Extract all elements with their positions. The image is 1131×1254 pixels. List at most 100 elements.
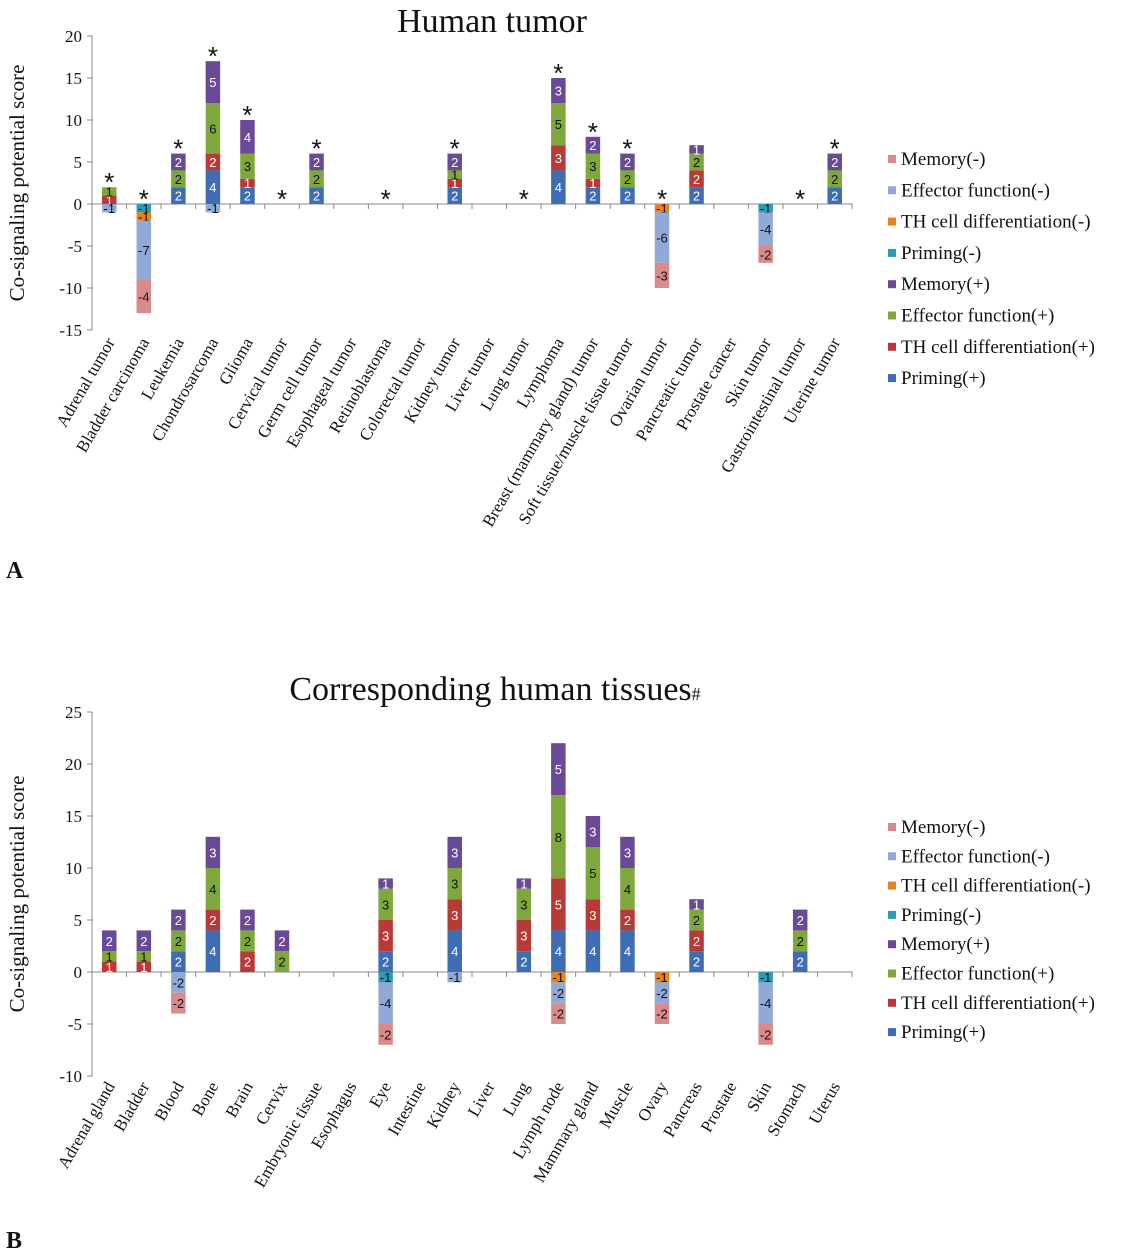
- x-tick-label: Eye: [365, 1079, 395, 1111]
- bar-segment: [136, 279, 152, 314]
- x-tick-label: Lung: [499, 1078, 534, 1119]
- data-label: 2: [624, 189, 631, 204]
- data-label: 3: [520, 929, 527, 944]
- y-tick-label: 20: [65, 27, 82, 46]
- data-label: 2: [244, 913, 251, 928]
- bar-segment: [827, 187, 842, 204]
- data-label: 1: [140, 960, 147, 975]
- data-label: -1: [656, 201, 668, 216]
- legend-entry: Effector function(+): [901, 964, 1054, 985]
- data-label: 2: [244, 934, 251, 949]
- bar-segment: [205, 153, 221, 171]
- data-label: -2: [553, 1007, 565, 1022]
- significance-star: *: [450, 134, 460, 164]
- data-label: 4: [451, 944, 458, 959]
- bar-segment: [240, 951, 255, 972]
- legend-swatch: [888, 186, 896, 195]
- data-label: 1: [451, 168, 458, 183]
- bar-segment: [620, 930, 635, 972]
- data-label: 2: [797, 913, 804, 928]
- data-label: -1: [138, 210, 150, 225]
- bar-segment: [274, 951, 290, 972]
- bar-segment: [758, 982, 773, 1024]
- chart-panel-B: Corresponding human tissues# B Co-signalin…: [5, 671, 1095, 1254]
- data-label: 4: [589, 944, 596, 959]
- legend-entry: Memory(-): [901, 149, 985, 170]
- bar-segment: [171, 153, 186, 171]
- bar-segment: [102, 204, 117, 213]
- significance-star: *: [381, 184, 391, 214]
- data-label: 2: [175, 189, 182, 204]
- data-label: 2: [313, 172, 320, 187]
- data-label: -1: [449, 970, 461, 985]
- data-label: 3: [589, 159, 596, 174]
- data-label: 2: [831, 155, 838, 170]
- bar-segment: [136, 204, 152, 213]
- significance-star: *: [553, 58, 563, 88]
- bar-segment: [240, 153, 255, 179]
- data-label: 2: [313, 155, 320, 170]
- bar-segment: [585, 187, 601, 204]
- y-tick-label: 5: [74, 911, 83, 930]
- legend-entry: TH cell differentiation(+): [901, 337, 1095, 358]
- bar-segment: [585, 899, 601, 931]
- bar-segment: [205, 836, 221, 868]
- data-label: 1: [140, 949, 147, 964]
- legend-swatch: [888, 969, 896, 978]
- bar-segment: [654, 262, 670, 288]
- bar-segment: [447, 930, 462, 972]
- legend-swatch: [888, 1028, 896, 1037]
- significance-star: *: [795, 184, 805, 214]
- bar-segment: [620, 909, 635, 931]
- data-label: 1: [382, 877, 389, 892]
- data-label: 5: [209, 75, 216, 90]
- bar-segment: [136, 961, 152, 972]
- x-tick-label: Kidney: [423, 1078, 465, 1131]
- bar-segment: [758, 212, 773, 246]
- chart-panel-A: Human tumor A Co-signaling potential score…: [5, 3, 1095, 584]
- data-label: 4: [209, 180, 216, 195]
- data-label: -1: [760, 970, 772, 985]
- bar-segment: [171, 170, 186, 188]
- data-label: 1: [106, 949, 113, 964]
- data-label: 5: [555, 762, 562, 777]
- bar-segment: [136, 951, 152, 962]
- significance-star: *: [311, 134, 321, 164]
- data-label: 5: [555, 897, 562, 912]
- data-label: 2: [175, 172, 182, 187]
- bar-segment: [516, 888, 532, 920]
- significance-star: *: [277, 184, 287, 214]
- bar-segment: [205, 909, 221, 931]
- bar-segment: [654, 204, 670, 213]
- bar-segment: [516, 951, 532, 972]
- bar-segment: [689, 145, 704, 154]
- data-label: -2: [380, 1027, 392, 1042]
- data-label: 2: [831, 189, 838, 204]
- bar-segment: [136, 212, 152, 221]
- bar-segment: [654, 982, 670, 1004]
- data-label: 2: [209, 913, 216, 928]
- bar-segment: [378, 972, 393, 983]
- y-tick-label: -5: [68, 237, 82, 256]
- bar-segment: [689, 899, 704, 910]
- bar-segment: [378, 982, 393, 1024]
- chart-title: Corresponding human tissues#: [289, 671, 700, 708]
- bar-segment: [102, 961, 117, 972]
- x-tick-label: Bone: [188, 1079, 222, 1120]
- bar-segment: [205, 868, 221, 910]
- data-label: -1: [656, 970, 668, 985]
- data-label: 2: [693, 913, 700, 928]
- legend-entry: Memory(+): [901, 274, 990, 295]
- significance-star: *: [139, 184, 149, 214]
- data-label: -2: [553, 986, 565, 1001]
- significance-star: *: [622, 134, 632, 164]
- bar-segment: [240, 909, 255, 931]
- data-label: 2: [520, 955, 527, 970]
- data-label: 2: [693, 955, 700, 970]
- bar-segment: [240, 120, 255, 154]
- bar-segment: [551, 972, 566, 983]
- data-label: 3: [451, 877, 458, 892]
- bar-segment: [689, 170, 704, 188]
- panel-letter: B: [6, 1228, 22, 1254]
- bar-segment: [551, 1003, 566, 1024]
